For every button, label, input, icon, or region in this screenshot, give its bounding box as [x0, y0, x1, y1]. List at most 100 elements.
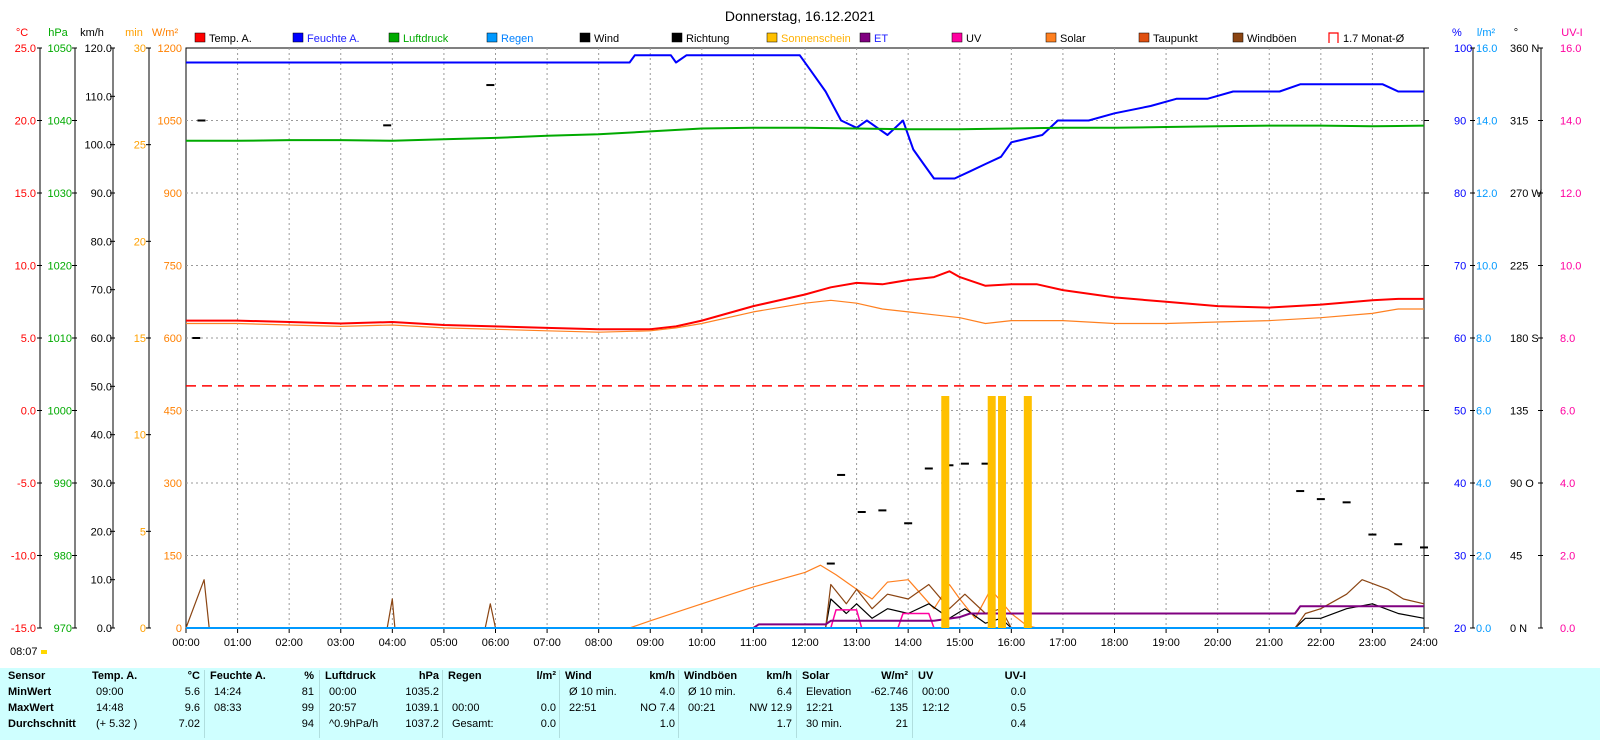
legend-label: Wind	[594, 33, 619, 45]
tick-label: 5	[140, 526, 146, 538]
tick-label: 600	[164, 333, 182, 345]
legend-swatch	[1138, 32, 1150, 43]
summary-time: 12:21	[806, 702, 834, 714]
tick-label: 1050	[48, 43, 72, 55]
legend-label: 1.7 Monat-Ø	[1343, 33, 1405, 45]
tick-label: 1020	[48, 261, 72, 273]
tick-label: 990	[54, 478, 72, 490]
tick-label: 40	[1454, 478, 1466, 490]
series-et	[186, 605, 1424, 629]
direction-point	[904, 522, 913, 525]
summary-time: 00:00	[329, 686, 357, 698]
series-sonnenschein	[941, 396, 1032, 628]
summary-time: Ø 10 min.	[688, 686, 736, 698]
summary-value: 99	[301, 702, 314, 714]
legend-item-4: Wind	[579, 32, 619, 45]
legend-swatch	[388, 32, 400, 43]
series-temp-a-	[186, 270, 1424, 331]
axis-uvi: UV-I 16.0 14.0 12.0 10.0 8.0 6.0 4.0 2.0 0.0	[1560, 27, 1583, 635]
tick-label: 120.0	[84, 43, 112, 55]
summary-value: 1.7	[776, 718, 792, 730]
summary-time: 09:00	[96, 686, 124, 698]
tick-label: 90.0	[91, 188, 112, 200]
legend-label: Solar	[1060, 33, 1086, 45]
direction-point	[857, 511, 866, 513]
tick-label: 20.0	[91, 526, 112, 538]
legend-swatch	[1045, 32, 1057, 43]
tick-label: 20.0	[15, 116, 36, 128]
summary-row-label: Durchschnitt	[8, 718, 76, 730]
tick-label: 1010	[48, 333, 72, 345]
summary-value: 0.0	[540, 702, 556, 714]
legend-item-11: Windböen	[1232, 32, 1297, 45]
tick-label: 80	[1454, 188, 1466, 200]
x-tick-label: 15:00	[946, 637, 974, 649]
summary-time: ^0.9hPa/h	[329, 718, 379, 730]
x-tick-label: 06:00	[482, 637, 510, 649]
tick-label: 25	[134, 140, 146, 152]
tick-label: 6.0	[1560, 406, 1575, 418]
legend-item-1: Feuchte A.	[292, 32, 360, 45]
tick-label: 50.0	[91, 381, 112, 393]
summary-time: 00:00	[452, 702, 480, 714]
summary-time: Gesamt:	[452, 718, 494, 730]
direction-point	[1342, 501, 1351, 504]
direction-point	[1368, 533, 1377, 536]
summary-separator	[442, 670, 443, 738]
tick-label: 1000	[48, 406, 72, 418]
direction-point	[486, 84, 495, 87]
summary-value: 0.5	[1010, 702, 1026, 714]
tick-label: 4.0	[1476, 478, 1491, 490]
summary-group-unit: l/m²	[536, 670, 556, 682]
tick-label: 4.0	[1560, 478, 1575, 490]
axis-wind: km/h 120.0 110.0 100.0 90.0 80.0 70.0 60.0 50.0 4…	[80, 27, 115, 635]
direction-point	[1394, 543, 1403, 546]
summary-time: 08:33	[214, 702, 242, 714]
legend-label: Richtung	[686, 33, 729, 45]
x-tick-label: 07:00	[533, 637, 561, 649]
summary-value: NO 7.4	[640, 702, 675, 714]
legend-swatch	[859, 32, 871, 43]
legend-item-10: Taupunkt	[1138, 32, 1198, 45]
tick-label: 25.0	[15, 43, 36, 55]
legend-item-0: Temp. A.	[194, 32, 252, 45]
legend-label: Temp. A.	[209, 33, 252, 45]
tick-label: 14.0	[1476, 116, 1497, 128]
x-tick-label: 20:00	[1204, 637, 1232, 649]
tick-label: 0.0	[1560, 623, 1575, 635]
summary-value: 81	[301, 686, 314, 698]
axis-unit: W/m²	[152, 27, 179, 39]
tick-label: 300	[164, 478, 182, 490]
summary-value: 1.0	[659, 718, 675, 730]
summary-value: 1037.2	[405, 718, 439, 730]
legend-label: ET	[874, 33, 888, 45]
tick-label: 30.0	[91, 478, 112, 490]
summary-group-unit: km/h	[649, 670, 675, 682]
x-tick-label: 03:00	[327, 637, 355, 649]
tick-label: 2.0	[1476, 551, 1491, 563]
tick-label: 40.0	[91, 430, 112, 442]
x-tick-label: 17:00	[1049, 637, 1077, 649]
tick-label: 0.0	[21, 406, 36, 418]
weather-chart: Donnerstag, 16.12.2021 Temp. A. Feuchte A…	[10, 8, 1583, 658]
series-luftdruck	[186, 124, 1425, 142]
axis-direction: ° 360 N 315 270 W 225 180 S 135 90 O 45 0 N	[1510, 27, 1543, 635]
axis-unit: hPa	[48, 27, 68, 39]
x-tick-label: 04:00	[379, 637, 407, 649]
direction-point	[837, 473, 846, 476]
tick-label: 900	[164, 188, 182, 200]
summary-group-name: Wind	[565, 670, 592, 682]
summary-time: 20:57	[329, 702, 357, 714]
summary-group-name: Windböen	[684, 670, 738, 682]
x-tick-label: 12:00	[791, 637, 819, 649]
tick-label: 70.0	[91, 285, 112, 297]
tick-label: 12.0	[1476, 188, 1497, 200]
series-taupunkt	[186, 299, 1424, 333]
tick-label: 5.0	[21, 333, 36, 345]
legend-swatch	[1328, 32, 1339, 43]
axis-unit: l/m²	[1477, 27, 1496, 39]
tick-label: 10	[134, 430, 146, 442]
summary-group-name: Solar	[802, 670, 830, 682]
grid-lines	[185, 48, 1425, 633]
summary-value: NW 12.9	[749, 702, 792, 714]
